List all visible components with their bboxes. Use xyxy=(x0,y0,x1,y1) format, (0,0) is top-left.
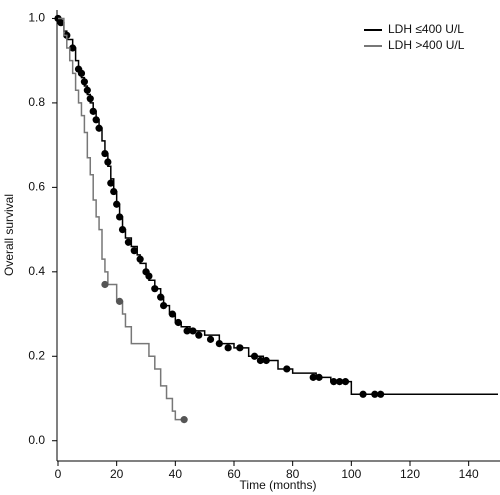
censor-mark xyxy=(224,344,232,352)
censor-mark xyxy=(89,107,97,115)
censor-mark xyxy=(151,285,159,293)
y-tick-label: 0.8 xyxy=(28,95,45,109)
censor-mark xyxy=(206,335,215,343)
censor-mark xyxy=(118,225,127,234)
censor-mark xyxy=(236,344,244,352)
censor-mark xyxy=(130,247,138,255)
censor-mark xyxy=(377,390,385,398)
censor-mark xyxy=(95,124,103,132)
censor-mark xyxy=(309,373,317,381)
censor-mark xyxy=(77,69,86,77)
censor-mark xyxy=(256,356,264,365)
censor-mark xyxy=(180,416,188,424)
legend-label: LDH ≤400 U/L xyxy=(388,22,464,36)
x-tick-label: 40 xyxy=(169,467,183,481)
x-tick-label: 0 xyxy=(55,467,62,481)
censor-mark xyxy=(174,318,182,327)
y-tick-label: 0.4 xyxy=(28,264,45,278)
survival-curve xyxy=(58,17,498,396)
censor-mark xyxy=(283,365,291,373)
censor-mark xyxy=(262,356,270,365)
censor-mark xyxy=(136,255,144,263)
censor-mark xyxy=(113,200,121,208)
censor-mark xyxy=(101,149,109,158)
censor-mark xyxy=(116,213,124,221)
x-tick-label: 20 xyxy=(110,467,124,481)
y-tick-label: 0.6 xyxy=(28,180,45,194)
x-tick-label: 80 xyxy=(286,467,300,481)
censor-mark xyxy=(57,19,65,27)
censor-mark xyxy=(183,327,191,335)
censor-mark xyxy=(336,378,344,386)
censor-mark xyxy=(86,95,94,103)
censor-mark xyxy=(371,390,379,398)
x-tick-label: 100 xyxy=(341,467,361,481)
x-tick-label: 60 xyxy=(227,467,241,481)
censor-mark xyxy=(145,272,153,280)
censor-mark xyxy=(80,78,88,86)
censor-mark xyxy=(330,378,338,386)
censor-mark xyxy=(92,116,100,124)
censor-mark xyxy=(107,179,115,187)
y-tick-label: 0.2 xyxy=(28,348,45,362)
censor-mark xyxy=(83,86,91,94)
censor-mark xyxy=(69,44,77,52)
y-tick-label: 1.0 xyxy=(28,11,45,25)
censor-mark xyxy=(157,293,165,301)
censor-mark xyxy=(104,158,112,166)
censor-mark xyxy=(341,378,350,386)
censor-mark xyxy=(101,280,109,289)
y-axis-label: Overall survival xyxy=(2,194,16,276)
x-tick-label: 140 xyxy=(459,467,479,481)
legend-label: LDH >400 U/L xyxy=(388,38,465,52)
censor-mark xyxy=(315,373,323,381)
censor-mark xyxy=(160,301,168,310)
censor-mark xyxy=(189,327,197,335)
censor-mark xyxy=(359,390,367,398)
x-axis-label: Time (months) xyxy=(240,478,317,492)
censor-mark xyxy=(168,310,176,318)
censor-mark xyxy=(195,331,203,339)
censor-mark xyxy=(116,297,124,305)
censor-mark xyxy=(110,187,118,196)
survival-curve xyxy=(58,17,185,421)
censor-mark xyxy=(124,238,132,246)
censor-mark xyxy=(215,340,223,348)
x-tick-label: 120 xyxy=(400,467,420,481)
y-tick-label: 0.0 xyxy=(28,433,45,447)
censor-mark xyxy=(250,352,259,360)
